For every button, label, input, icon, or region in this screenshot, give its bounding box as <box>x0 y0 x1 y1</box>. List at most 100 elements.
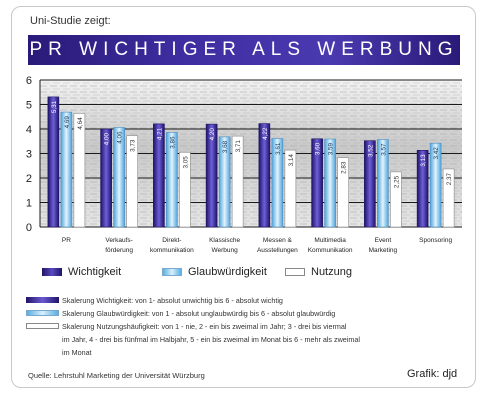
data-label-wichtigkeit: 4,00 <box>104 133 111 146</box>
legend-item-wichtigkeit: Wichtigkeit <box>42 266 121 278</box>
x-category-label: Klassische <box>209 237 240 244</box>
x-category-label: kommunikation <box>150 247 194 254</box>
bar-nutzung <box>284 149 297 228</box>
legend-item-nutzung: Nutzung <box>285 266 352 278</box>
data-label-glaubwuerdigkeit: 3,42 <box>433 147 440 160</box>
legend-item-glaubwuerdigkeit: Glaubwürdigkeit <box>162 266 267 278</box>
scale-note-nutzung: Skalerung Nutzungshäufigkeit: von 1 - ni… <box>26 320 466 333</box>
data-label-glaubwuerdigkeit: 3,61 <box>275 142 282 155</box>
bars: 5,31 4,69 4,64 4,00 4,06 3,73 4,21 3,86 3,05 4,20… <box>47 96 455 228</box>
data-label-wichtigkeit: 3,52 <box>367 144 374 157</box>
y-tick-label: 0 <box>26 222 32 234</box>
data-label-wichtigkeit: 3,60 <box>315 142 322 155</box>
y-tick-label: 1 <box>26 198 32 210</box>
bar-wichtigkeit <box>364 140 376 228</box>
page-title: PR WICHTIGER ALS WERBUNG <box>28 35 460 65</box>
data-label-nutzung: 3,73 <box>130 139 137 152</box>
x-category-label: förderung <box>105 247 133 254</box>
source-note: Quelle: Lehrstuhl Marketing der Universi… <box>28 371 205 380</box>
legend-label-glaubwuerdigkeit: Glaubwürdigkeit <box>188 266 267 278</box>
x-category-label: Kommunikation <box>308 247 353 254</box>
bar-wichtigkeit <box>47 96 60 228</box>
legend: Wichtigkeit Glaubwürdigkeit Nutzung <box>0 266 489 280</box>
data-label-wichtigkeit: 4,20 <box>209 128 216 141</box>
scale-text-wichtigkeit: Skalerung Wichtigkeit: von 1- absolut un… <box>62 296 283 305</box>
data-label-nutzung: 2,25 <box>393 175 400 188</box>
data-label-glaubwuerdigkeit: 4,06 <box>117 131 124 144</box>
scale-note-glaubwuerdigkeit: Skalerung Glaubwürdigkeit: von 1 - absol… <box>26 307 466 320</box>
bar-glaubwuerdigkeit <box>60 111 73 228</box>
x-category-label: Marketing <box>369 247 398 254</box>
x-axis-labels: PR Verkaufs-förderung Direkt-kommunikation… <box>62 237 453 254</box>
scale-swatch-glaubwuerdigkeit <box>26 310 59 316</box>
legend-swatch-glaubwuerdigkeit <box>162 268 182 276</box>
scale-text-nutzung-3: im Monat <box>62 348 92 357</box>
data-label-wichtigkeit: 4,22 <box>262 127 269 140</box>
bar-glaubwuerdigkeit <box>271 138 284 228</box>
x-category-label: Ausstellungen <box>257 247 298 254</box>
y-tick-label: 3 <box>26 149 32 161</box>
graphic-credit: Grafik: djd <box>407 368 458 380</box>
data-label-wichtigkeit: 4,21 <box>156 127 163 140</box>
bar-glaubwuerdigkeit <box>218 136 231 228</box>
bar-nutzung <box>337 157 349 228</box>
data-label-nutzung: 4,64 <box>77 117 84 130</box>
data-label-glaubwuerdigkeit: 3,68 <box>222 140 229 153</box>
scale-note-nutzung-cont: im Jahr, 4 - drei bis fünfmal im Halbjah… <box>26 333 466 346</box>
bar-wichtigkeit <box>153 123 165 228</box>
x-category-label: Event <box>375 237 392 244</box>
scale-swatch-wichtigkeit <box>26 297 59 303</box>
data-label-nutzung: 3,05 <box>182 156 189 169</box>
bar-nutzung <box>179 151 191 228</box>
scale-swatch-nutzung <box>26 323 59 329</box>
legend-swatch-nutzung <box>285 268 305 276</box>
bar-wichtigkeit <box>258 123 271 228</box>
data-label-glaubwuerdigkeit: 4,69 <box>64 116 71 129</box>
data-label-glaubwuerdigkeit: 3,57 <box>380 143 387 156</box>
legend-label-nutzung: Nutzung <box>311 266 352 278</box>
y-tick-label: 6 <box>26 75 32 87</box>
x-category-label: Messen & <box>263 237 293 244</box>
x-category-label: Multimedia <box>314 237 346 244</box>
bar-nutzung <box>126 135 138 228</box>
bar-nutzung <box>442 168 455 228</box>
scale-note-nutzung-end: im Monat <box>26 346 466 359</box>
scale-notes: Skalerung Wichtigkeit: von 1- absolut un… <box>26 294 466 359</box>
legend-label-wichtigkeit: Wichtigkeit <box>68 266 122 278</box>
x-category-label: PR <box>62 237 71 244</box>
legend-swatch-wichtigkeit <box>42 268 62 276</box>
bar-wichtigkeit <box>416 150 429 228</box>
bar-glaubwuerdigkeit <box>429 142 442 228</box>
bar-wichtigkeit <box>311 138 323 228</box>
bar-nutzung <box>231 135 244 228</box>
y-tick-label: 2 <box>26 173 32 185</box>
bar-nutzung <box>390 171 402 228</box>
x-category-label: Verkaufs- <box>105 237 132 244</box>
x-category-label: Direkt- <box>162 237 181 244</box>
data-label-nutzung: 2,83 <box>341 161 348 174</box>
scale-note-wichtigkeit: Skalerung Wichtigkeit: von 1- absolut un… <box>26 294 466 307</box>
bar-glaubwuerdigkeit <box>377 139 389 228</box>
data-label-nutzung: 3,14 <box>288 154 295 167</box>
y-axis-ticks: 0 1 2 3 4 5 6 <box>26 75 32 234</box>
scale-text-nutzung-2: im Jahr, 4 - drei bis fünfmal im Halbjah… <box>62 335 360 344</box>
y-tick-label: 5 <box>26 100 32 112</box>
data-label-glaubwuerdigkeit: 3,86 <box>169 136 176 149</box>
bar-wichtigkeit <box>100 128 112 228</box>
bar-wichtigkeit <box>205 123 218 228</box>
data-label-nutzung: 3,71 <box>235 140 242 153</box>
data-label-glaubwuerdigkeit: 3,59 <box>328 143 335 156</box>
data-label-nutzung: 2,37 <box>446 172 453 185</box>
intro-text: Uni-Studie zeigt: <box>30 15 111 27</box>
bar-glaubwuerdigkeit <box>166 132 178 228</box>
x-category-label: Werbung <box>211 247 238 254</box>
scale-text-nutzung-1: Skalerung Nutzungshäufigkeit: von 1 - ni… <box>62 322 347 331</box>
bar-glaubwuerdigkeit <box>113 127 125 228</box>
x-category-label: Sponsoring <box>419 237 452 244</box>
data-label-wichtigkeit: 3,13 <box>420 154 427 167</box>
scale-text-glaubwuerdigkeit: Skalerung Glaubwürdigkeit: von 1 - absol… <box>62 309 336 318</box>
bar-glaubwuerdigkeit <box>324 138 336 228</box>
y-tick-label: 4 <box>26 124 32 136</box>
data-label-wichtigkeit: 5,31 <box>51 100 58 113</box>
